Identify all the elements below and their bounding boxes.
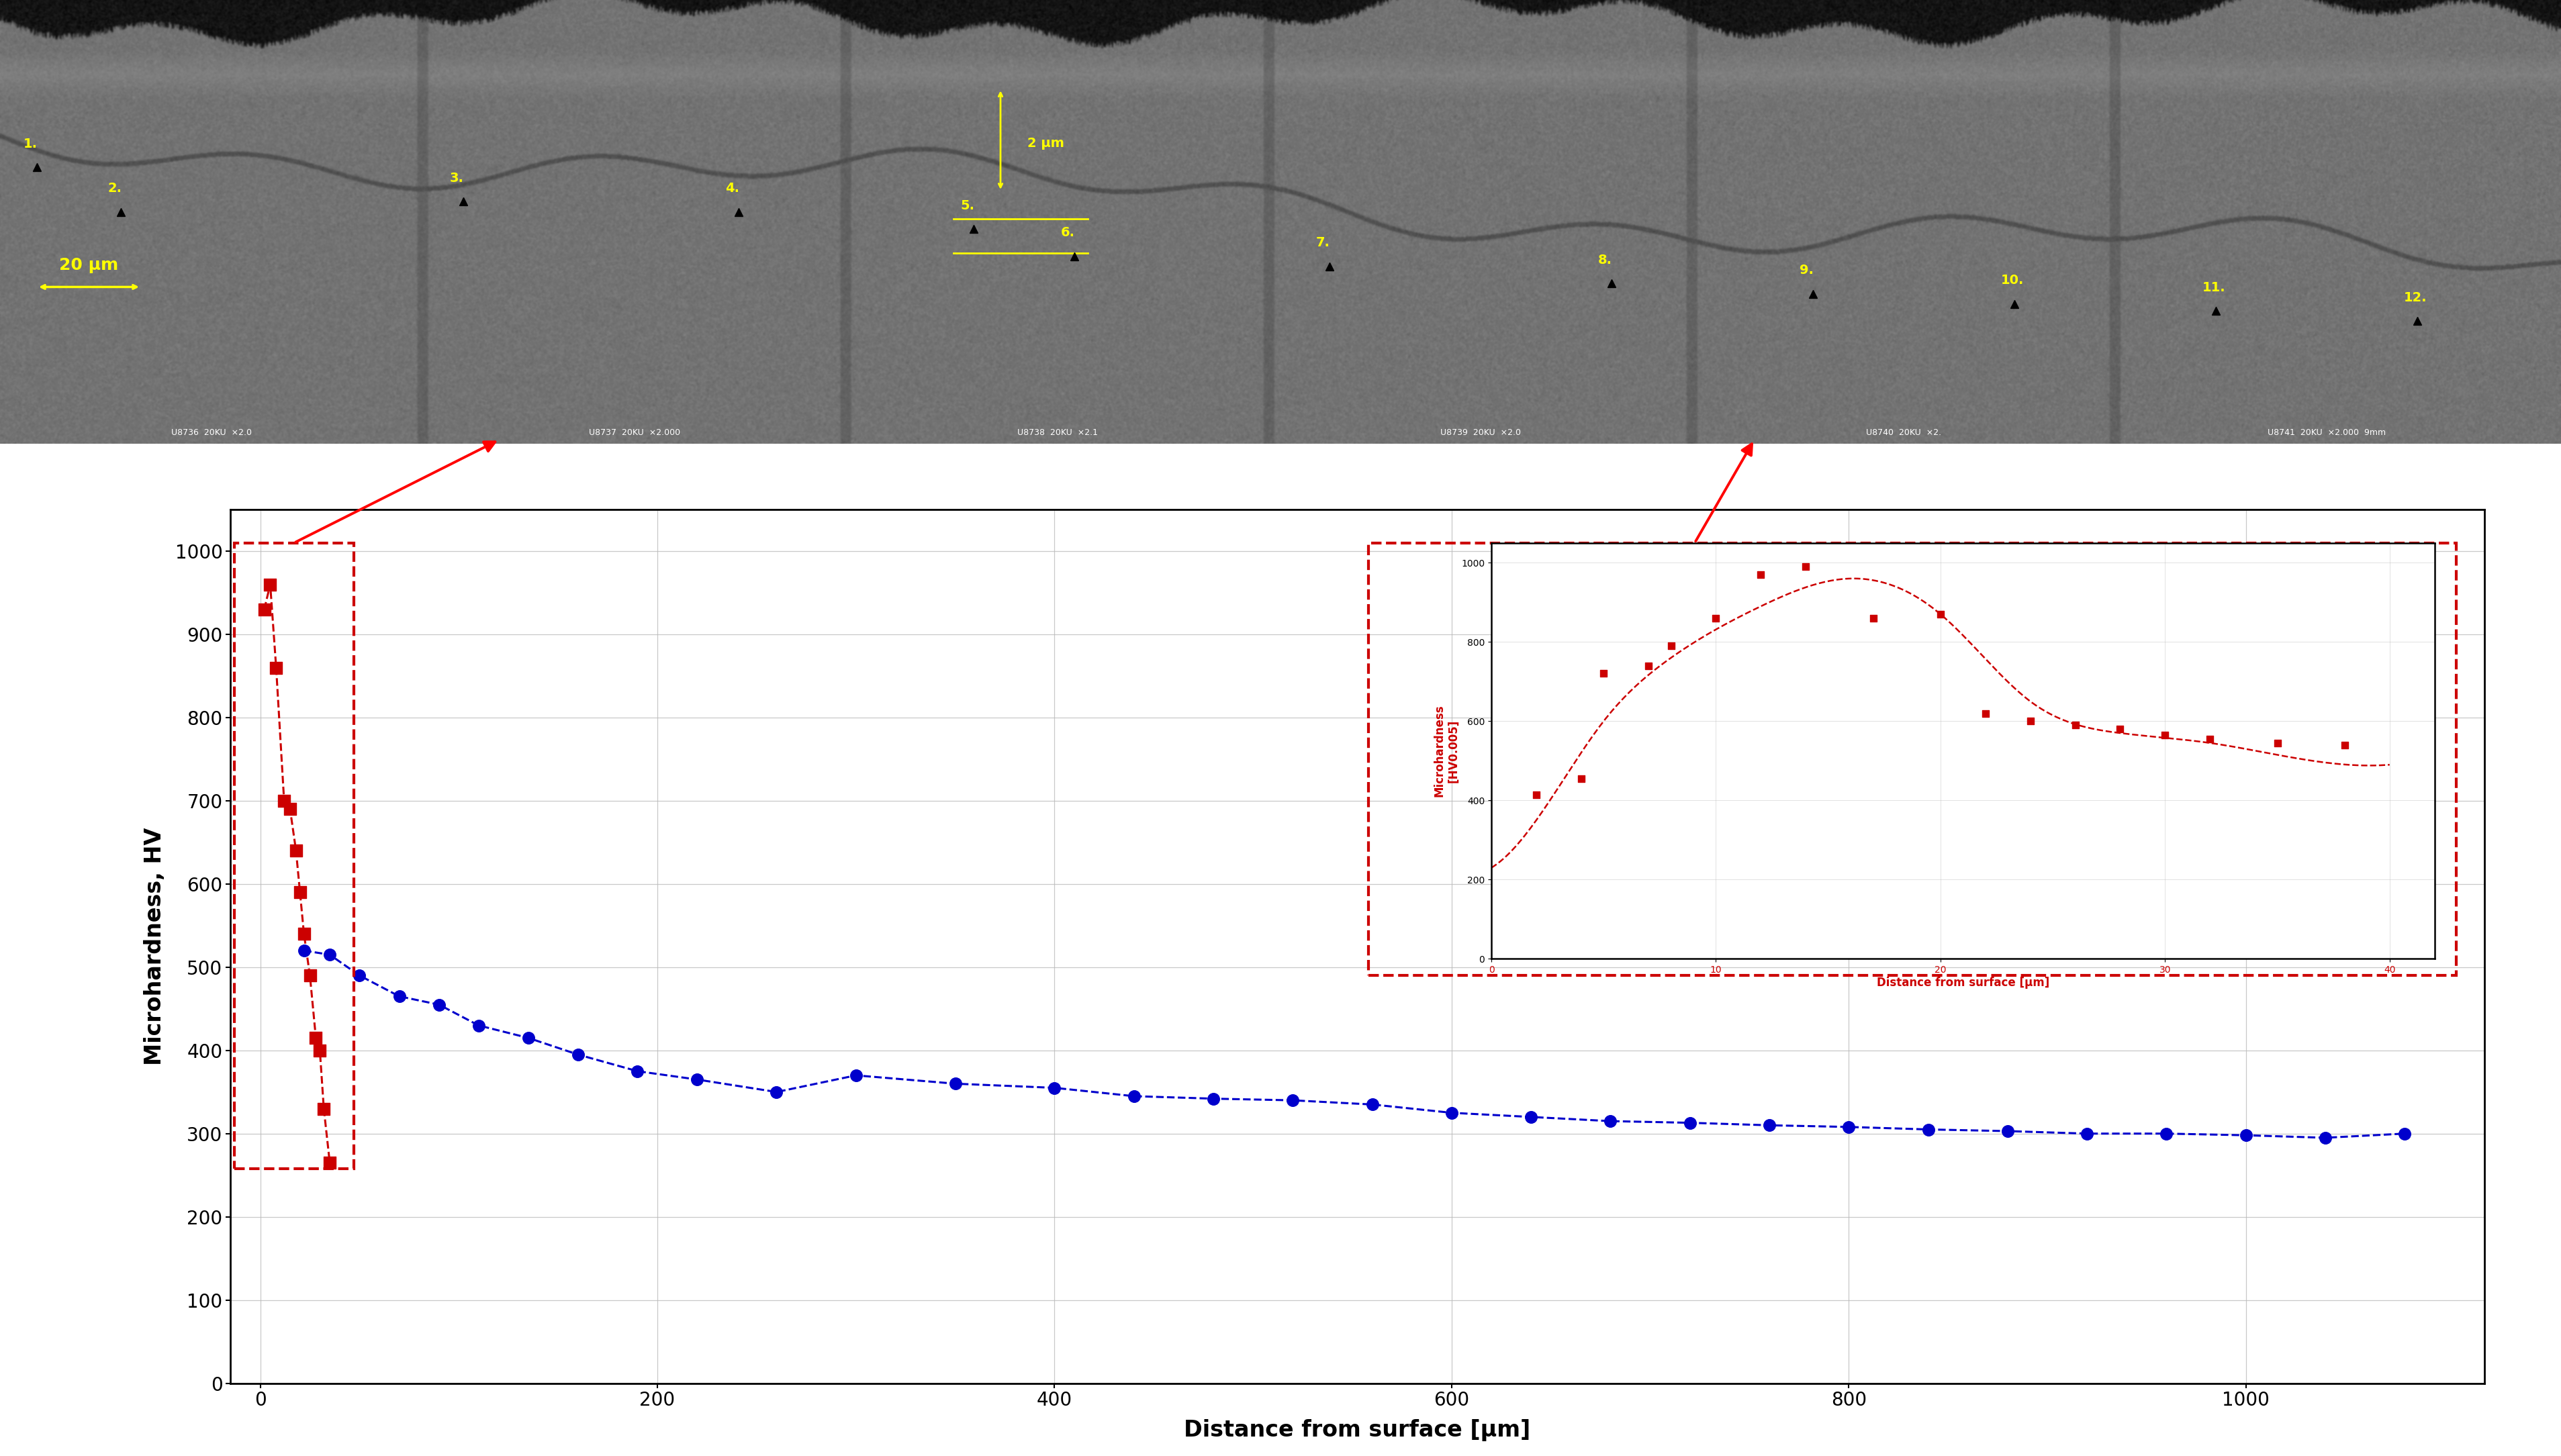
Point [1511,1105,1552,1128]
Point [1114,1085,1155,1108]
Text: 4.: 4. [725,182,740,195]
Y-axis label: Microhardness, HV: Microhardness, HV [143,827,166,1066]
Point [2256,731,2297,754]
Point [264,789,305,812]
Point [2010,709,2051,732]
Point [289,964,330,987]
Text: 12.: 12. [2405,291,2428,304]
Text: 5.: 5. [960,199,973,211]
X-axis label: Distance from surface [μm]: Distance from surface [μm] [1183,1420,1531,1441]
Point [310,943,351,967]
Text: U8736  20KU  ×2.0: U8736 20KU ×2.0 [172,428,251,437]
Point [1829,1115,1870,1139]
Point [1432,1101,1473,1124]
Text: U8737  20KU  ×2.000: U8737 20KU ×2.000 [589,428,681,437]
Point [251,572,292,596]
Point [256,657,297,680]
Text: 20 μm: 20 μm [59,258,118,274]
Point [379,984,420,1008]
Point [2190,728,2231,751]
Point [1352,1093,1393,1117]
Point [2384,1123,2425,1146]
Point [284,922,325,945]
Point [1749,1114,1790,1137]
Point [2325,734,2366,757]
Point [1560,767,1601,791]
Point [1964,702,2005,725]
Text: U8739  20KU  ×2.0: U8739 20KU ×2.0 [1439,428,1521,437]
Point [1741,563,1782,587]
Y-axis label: Microhardness
[HV0.005]: Microhardness [HV0.005] [1434,705,1460,796]
Text: U8738  20KU  ×2.1: U8738 20KU ×2.1 [1017,428,1099,437]
Point [2144,724,2185,747]
Text: 1.: 1. [23,137,38,150]
Point [1852,607,1893,630]
Text: 9.: 9. [1800,264,1813,277]
Point [302,1096,343,1120]
Point [1590,1109,1631,1133]
Point [2226,1124,2266,1147]
Point [617,1060,658,1083]
Text: U8741  20KU  ×2.000  9mm: U8741 20KU ×2.000 9mm [2266,428,2387,437]
Text: 2.: 2. [108,182,120,195]
Point [2067,1123,2108,1146]
Point [284,939,325,962]
Point [507,1026,548,1050]
Text: 6.: 6. [1060,226,1076,239]
Point [1583,662,1624,686]
Point [338,964,379,987]
Point [835,1064,876,1088]
Bar [1368,543,2456,976]
Point [676,1067,717,1091]
Bar [236,543,353,1169]
Point [1785,555,1826,578]
Point [1649,635,1690,658]
Point [279,881,320,904]
Point [2100,718,2141,741]
Point [243,598,284,622]
Point [1273,1089,1314,1112]
Point [458,1013,499,1037]
Point [417,993,458,1016]
Point [2146,1123,2187,1146]
Point [295,1026,335,1050]
Point [1035,1076,1076,1099]
Text: 7.: 7. [1316,237,1329,249]
Point [277,839,318,862]
Text: 10.: 10. [2000,274,2023,287]
Point [1987,1120,2028,1143]
Point [558,1042,599,1066]
Point [310,1152,351,1175]
Point [1695,607,1736,630]
Text: 11.: 11. [2202,281,2226,294]
Point [1670,1111,1711,1134]
Text: U8740  20KU  ×2.: U8740 20KU ×2. [1867,428,1941,437]
Point [755,1080,796,1104]
Point [1921,603,1962,626]
Point [2054,713,2095,737]
Point [300,1038,341,1061]
Text: 2 μm: 2 μm [1027,137,1065,150]
Point [2305,1125,2346,1149]
Point [935,1072,976,1095]
Point [1908,1118,1949,1142]
X-axis label: Distance from surface [μm]: Distance from surface [μm] [1877,977,2049,989]
Point [269,798,310,821]
Point [1516,783,1557,807]
Point [1629,654,1670,677]
Text: 8.: 8. [1598,253,1613,266]
Text: 3.: 3. [451,172,464,185]
Point [1193,1088,1234,1111]
